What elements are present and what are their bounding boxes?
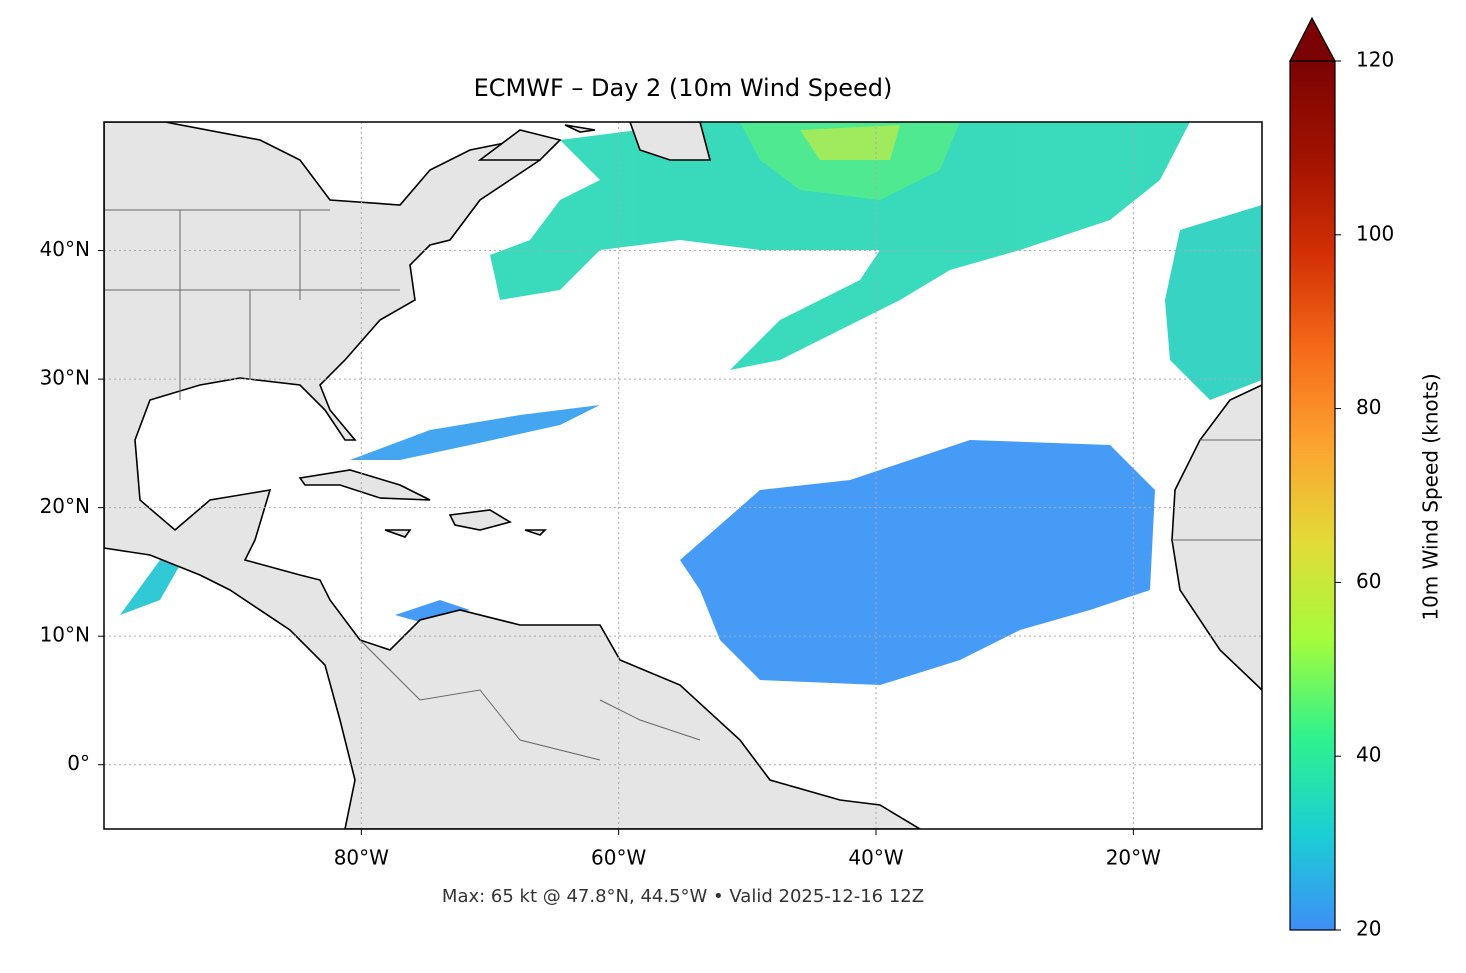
x-tick-label: 60°W [591,846,646,870]
y-tick-label: 0° [67,751,90,775]
land [104,122,922,829]
map-title: ECMWF – Day 2 (10m Wind Speed) [474,74,893,102]
colorbar-tick-label: 100 [1356,221,1394,245]
map-area [104,122,1262,829]
annotation: Max: 65 kt @ 47.8°N, 44.5°W • Valid 2025… [442,886,924,907]
colorbar-tick-label: 40 [1356,743,1381,767]
y-tick-label: 10°N [40,623,90,647]
wind-field [120,122,1262,685]
colorbar-tick-label: 20 [1356,917,1381,941]
land [384,529,547,538]
land [477,122,712,161]
colorbar-label: 10m Wind Speed (knots) [1419,373,1443,620]
colorbar-tick-label: 120 [1356,48,1394,72]
land [448,509,513,531]
colorbar-extension [1289,16,1337,62]
colorbar [1289,60,1336,931]
y-tick-label: 40°N [40,237,90,261]
y-tick-label: 20°N [40,494,90,518]
x-tick-label: 20°W [1106,846,1161,870]
x-tick-label: 40°W [848,846,903,870]
land [298,469,431,501]
colorbar-tick-label: 80 [1356,395,1381,419]
x-tick-label: 80°W [334,846,389,870]
map-frame [103,121,1263,830]
land [1171,384,1262,692]
colorbar-tick-label: 60 [1356,569,1381,593]
border [104,209,1262,761]
y-tick-label: 30°N [40,366,90,390]
